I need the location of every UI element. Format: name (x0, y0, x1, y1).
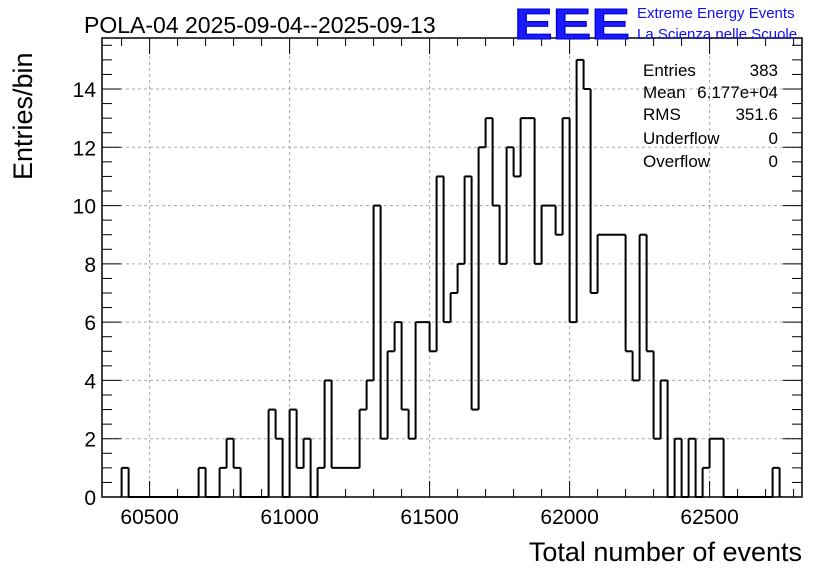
x-tick-label-60500: 60500 (120, 506, 178, 529)
stats-entries-value: 383 (750, 61, 778, 80)
x-axis-label: Total number of events (529, 537, 802, 567)
y-tick-label-2: 2 (84, 429, 96, 452)
stats-rms-label: RMS (643, 105, 681, 124)
eee-logo-line2: La Scienza nelle Scuole (637, 26, 797, 43)
stats-mean-label: Mean (643, 83, 686, 102)
y-tick-label-14: 14 (73, 79, 97, 102)
y-tick-label-12: 12 (73, 137, 96, 160)
y-tick-label-4: 4 (84, 370, 96, 393)
y-tick-label-10: 10 (73, 196, 96, 219)
plot-frame (101, 37, 803, 498)
stats-underflow-label: Underflow (643, 129, 720, 148)
stats-underflow-value: 0 (769, 129, 778, 148)
x-tick-label-62500: 62500 (680, 506, 738, 529)
stats-box: Entries 383 Mean 6.177e+04 RMS 351.6 Und… (643, 61, 778, 171)
y-tick-labels: 0 2 4 6 8 10 12 14 (73, 79, 97, 510)
stats-rms-value: 351.6 (735, 105, 778, 124)
x-tick-label-61500: 61500 (400, 506, 458, 529)
axis-ticks (102, 38, 802, 498)
eee-logo-mark: EEE (514, 0, 630, 49)
y-tick-label-8: 8 (84, 254, 96, 277)
stats-overflow-label: Overflow (643, 152, 711, 171)
chart-title: POLA-04 2025-09-04--2025-09-13 (84, 12, 436, 38)
x-tick-labels: 60500 61000 61500 62000 62500 (120, 506, 738, 529)
eee-logo: EEE Extreme Energy Events La Scienza nel… (514, 0, 798, 50)
y-tick-label-6: 6 (84, 312, 96, 335)
histogram-bars (120, 58, 781, 498)
x-tick-label-61000: 61000 (260, 506, 318, 529)
stats-entries-label: Entries (643, 61, 696, 80)
stats-mean-value: 6.177e+04 (697, 83, 778, 102)
eee-logo-line1: Extreme Energy Events (637, 5, 795, 22)
grid-lines (102, 38, 802, 497)
y-tick-label-0: 0 (84, 487, 96, 510)
x-tick-label-62000: 62000 (540, 506, 598, 529)
y-axis-label: Entries/bin (8, 52, 38, 180)
stats-overflow-value: 0 (769, 152, 778, 171)
